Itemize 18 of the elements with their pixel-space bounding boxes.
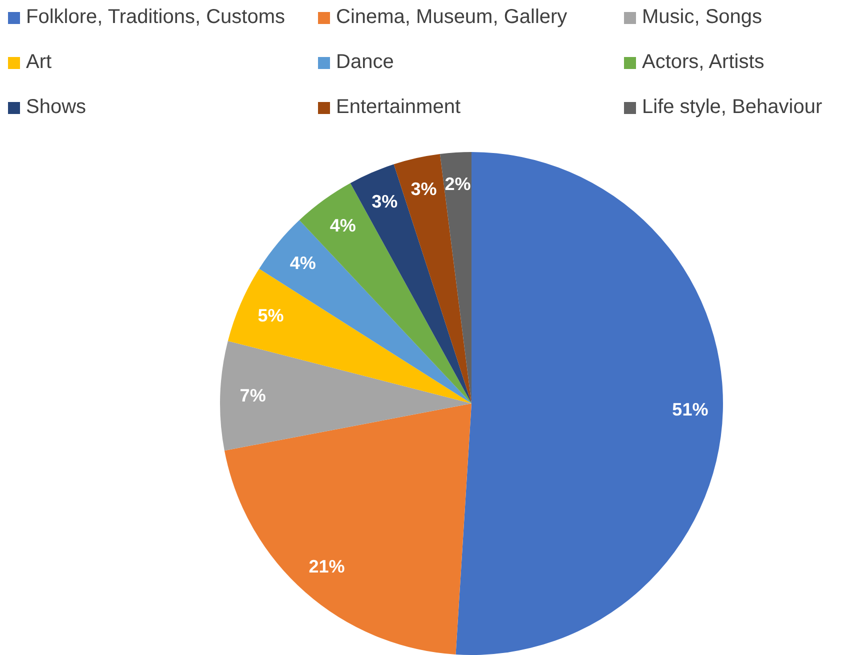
legend-label: Cinema, Museum, Gallery xyxy=(336,6,568,29)
legend-label: Shows xyxy=(26,96,86,119)
legend-label: Life style, Behaviour xyxy=(642,96,822,119)
data-label: 2% xyxy=(444,174,471,194)
data-label: 5% xyxy=(258,306,284,326)
data-label: 3% xyxy=(372,192,398,212)
legend-label: Music, Songs xyxy=(642,6,762,29)
legend-label: Folklore, Traditions, Customs xyxy=(26,6,285,29)
data-label: 4% xyxy=(290,252,316,273)
data-label: 7% xyxy=(240,386,266,406)
legend-label: Art xyxy=(26,51,52,74)
legend-label: Dance xyxy=(336,51,394,74)
legend-label: Entertainment xyxy=(336,96,461,119)
legend-label: Actors, Artists xyxy=(642,51,764,74)
data-label: 51% xyxy=(672,399,708,420)
data-label: 4% xyxy=(330,215,356,236)
data-label: 21% xyxy=(308,556,345,577)
data-label: 3% xyxy=(410,178,437,199)
